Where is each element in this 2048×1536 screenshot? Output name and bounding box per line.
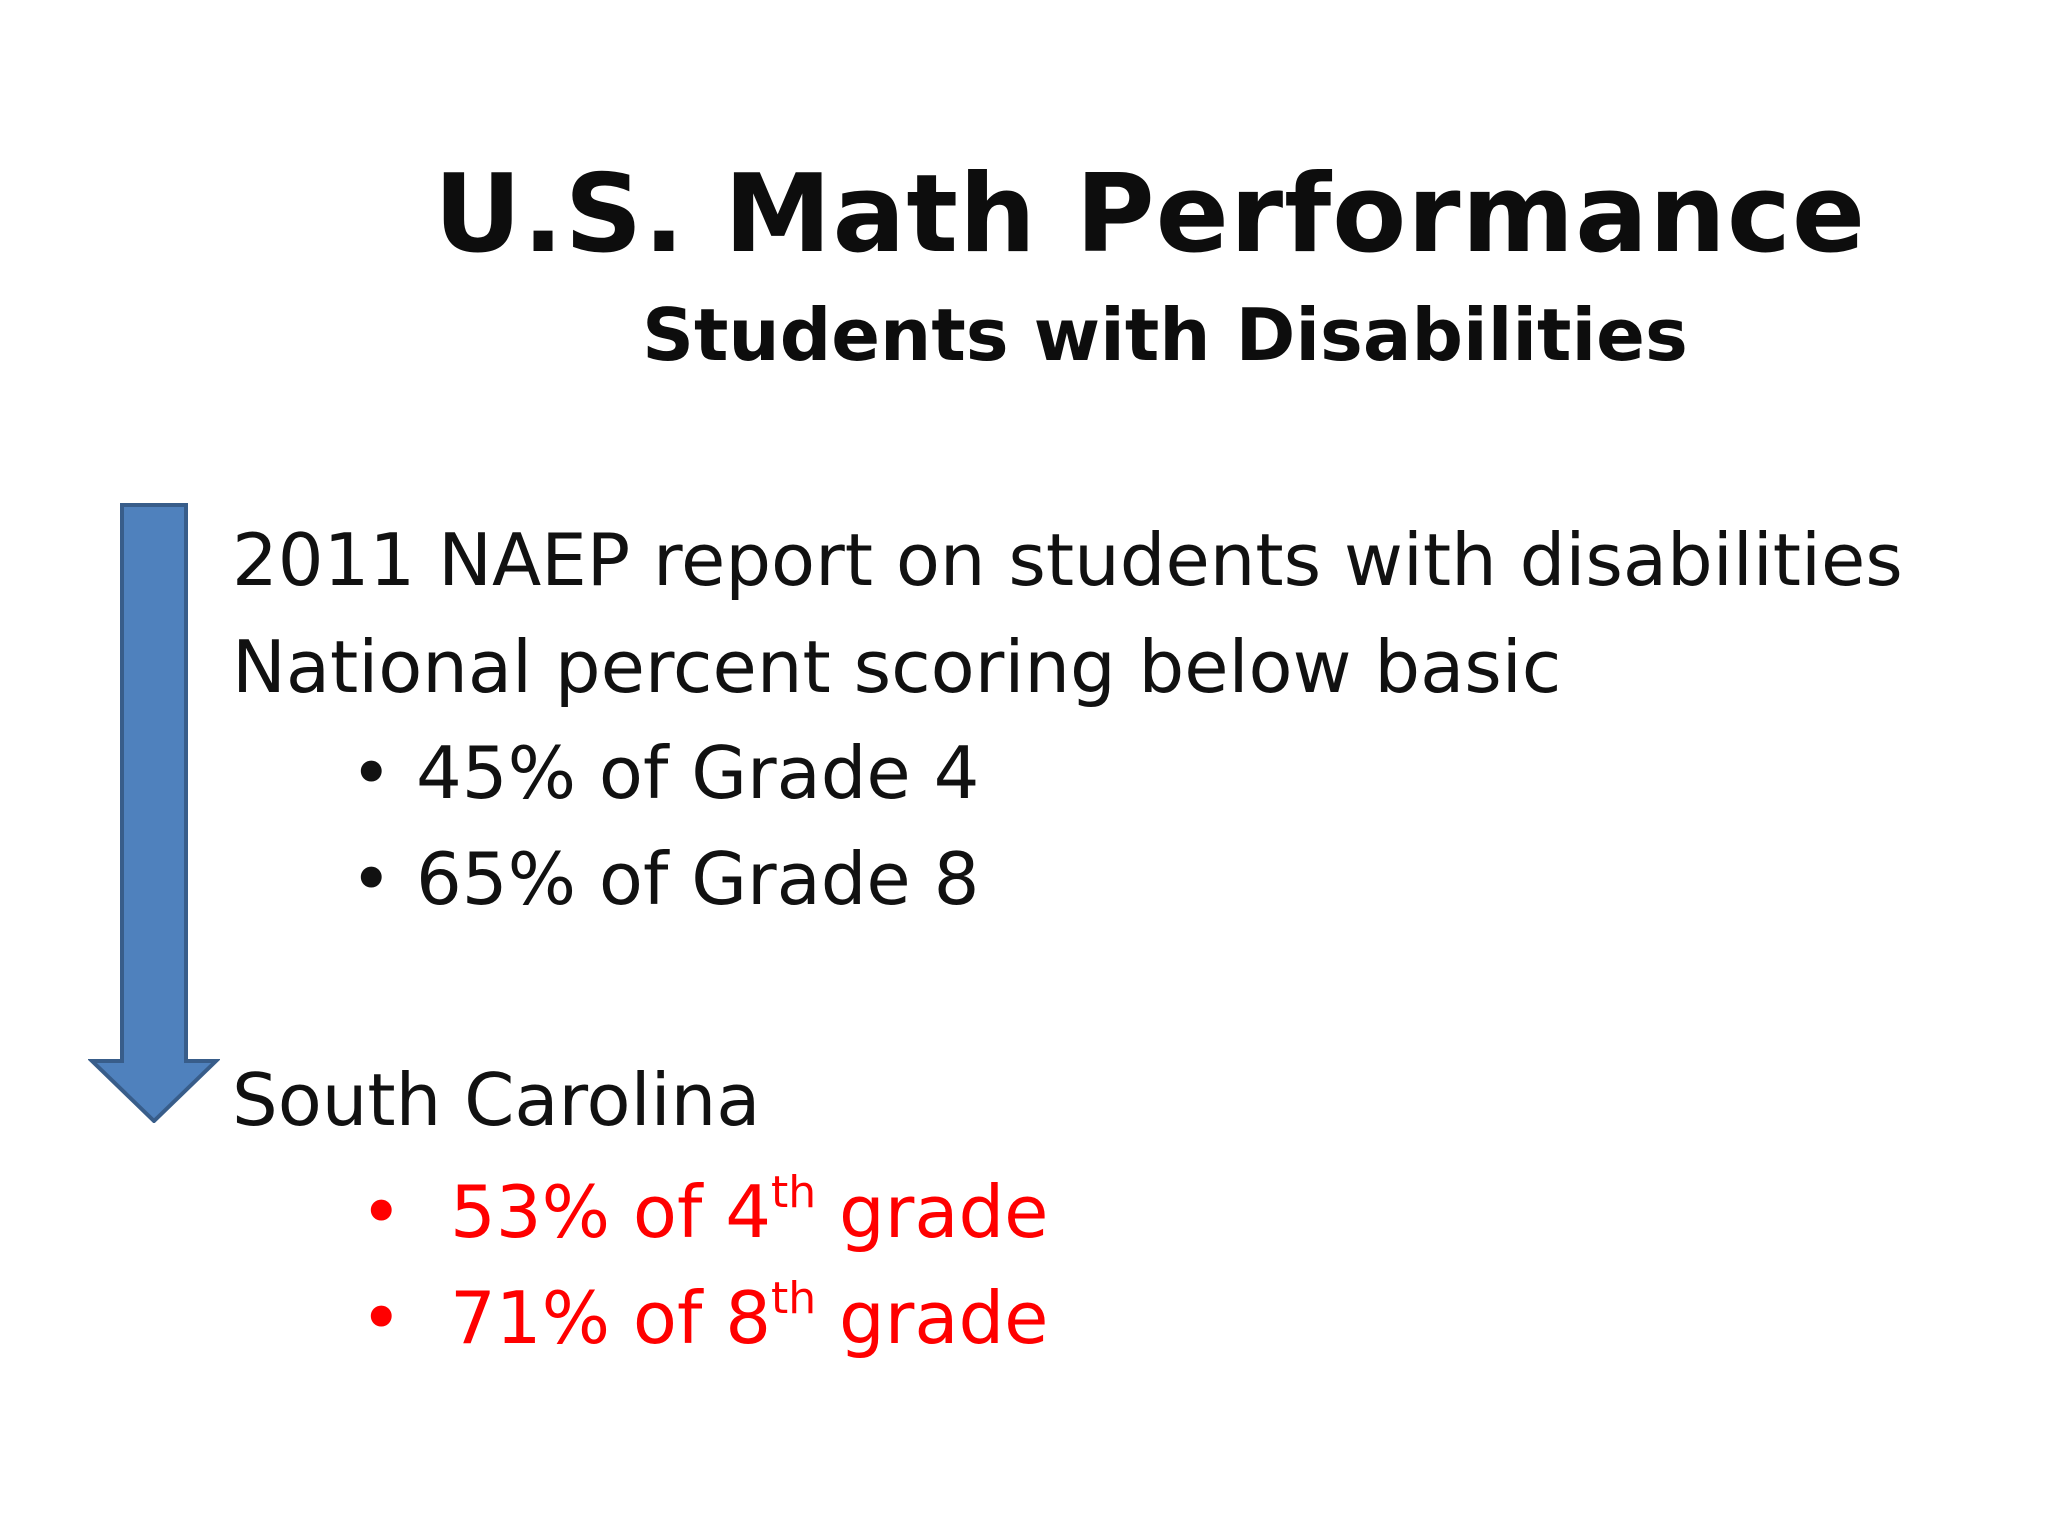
bullet-icon: •: [350, 837, 393, 921]
bullet-text-pre: 71% of 8: [450, 1276, 772, 1360]
ordinal-suffix: th: [771, 1273, 817, 1324]
down-arrow-icon: [88, 503, 220, 1123]
bullet-text-post: grade: [816, 1170, 1049, 1254]
bullet-text-pre: 53% of 4: [450, 1170, 772, 1254]
national-bullet-grade-4: • 45% of Grade 4: [350, 728, 979, 818]
state-heading: South Carolina: [232, 1058, 761, 1142]
bullet-icon: •: [360, 1276, 403, 1360]
slide-subtitle: Students with Disabilities: [642, 293, 1688, 377]
state-bullet-4th-grade: • 53% of 4th grade: [360, 1167, 1048, 1257]
bullet-text-post: grade: [816, 1276, 1049, 1360]
state-bullet-8th-grade: • 71% of 8th grade: [360, 1273, 1048, 1363]
bullet-text: 45% of Grade 4: [416, 731, 980, 815]
report-line: 2011 NAEP report on students with disabi…: [232, 518, 1903, 602]
bullet-icon: •: [350, 731, 393, 815]
national-line: National percent scoring below basic: [232, 625, 1562, 709]
slide-title: U.S. Math Performance: [433, 152, 1867, 277]
bullet-text: 65% of Grade 8: [416, 837, 980, 921]
national-bullet-grade-8: • 65% of Grade 8: [350, 834, 979, 924]
bullet-icon: •: [360, 1170, 403, 1254]
ordinal-suffix: th: [771, 1167, 817, 1218]
